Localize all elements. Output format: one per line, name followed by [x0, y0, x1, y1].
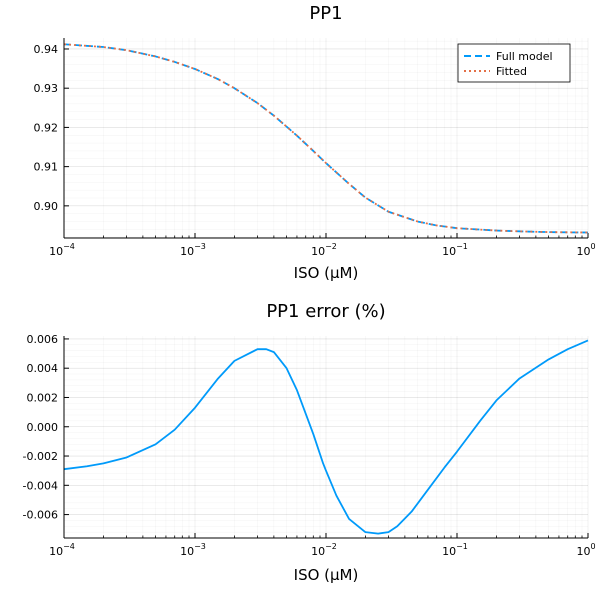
legend-label-full-model: Full model: [496, 50, 553, 63]
y-tick-label: 0.004: [27, 362, 59, 375]
x-tick-label: 10−1: [442, 242, 468, 258]
series-line-pp1-error-error: [63, 339, 589, 535]
x-tick-label: 10−2: [311, 542, 337, 558]
y-tick-label: 0.002: [27, 391, 59, 404]
y-tick-label: 0.92: [34, 121, 59, 134]
legend-label-fitted: Fitted: [496, 65, 527, 78]
x-tick-label: 10−3: [180, 242, 206, 258]
x-tick-label: 10−1: [442, 542, 468, 558]
x-tick-label: 10−4: [49, 242, 75, 258]
y-tick-label: 0.94: [34, 43, 59, 56]
y-tick-label: 0.000: [27, 421, 59, 434]
x-tick-label: 10−3: [180, 542, 206, 558]
panel-pp1: PP1 10−4 10−3 10−2 10−1 100 0.90 0.91 0.92 0.93 0…: [34, 3, 596, 282]
y-tick-label: -0.002: [23, 450, 58, 463]
x-tick-label: 10−4: [49, 542, 75, 558]
x-axis-label-pp1-error: ISO (μM): [294, 566, 359, 584]
panel-pp1-error: PP1 error (%) 10−4 10−3 10−2 10−1 100 -0.006 -…: [23, 301, 596, 584]
x-tick-label: 10−2: [311, 242, 337, 258]
series-pp1: [63, 43, 589, 234]
grid-pp1-error: [63, 336, 589, 539]
series-pp1-error: [63, 339, 589, 535]
series-line-pp1-full-model: [63, 43, 589, 234]
legend: Full model Fitted: [457, 43, 571, 83]
chart-title-pp1: PP1: [309, 3, 342, 24]
x-tick-label: 100: [576, 542, 595, 558]
y-tick-label: 0.90: [34, 200, 59, 213]
y-tick-label: 0.006: [27, 333, 59, 346]
x-tick-label: 100: [576, 242, 595, 258]
ticks-pp1-error: 10−4 10−3 10−2 10−1 100 -0.006 -0.004 -0.002 0.0…: [23, 333, 596, 558]
y-tick-label: -0.004: [23, 479, 58, 492]
y-tick-label: -0.006: [23, 509, 58, 522]
grid-pp1: [63, 38, 589, 238]
legend-box: [457, 43, 571, 83]
y-tick-label: 0.91: [34, 161, 59, 174]
chart-title-pp1-error: PP1 error (%): [266, 301, 385, 322]
y-tick-label: 0.93: [34, 82, 59, 95]
x-axis-label-pp1: ISO (μM): [294, 264, 359, 282]
